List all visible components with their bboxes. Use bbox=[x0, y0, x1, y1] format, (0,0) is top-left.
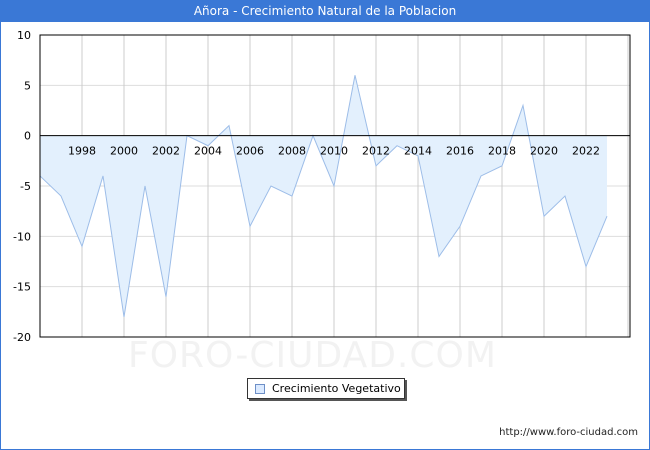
svg-text:0: 0 bbox=[24, 130, 31, 143]
svg-text:2004: 2004 bbox=[194, 145, 222, 158]
legend-swatch-icon bbox=[255, 384, 265, 394]
svg-text:2006: 2006 bbox=[236, 145, 264, 158]
svg-text:2008: 2008 bbox=[278, 145, 306, 158]
svg-text:-20: -20 bbox=[13, 331, 31, 344]
svg-text:2010: 2010 bbox=[320, 145, 348, 158]
svg-text:2022: 2022 bbox=[572, 145, 600, 158]
svg-text:-15: -15 bbox=[13, 281, 31, 294]
svg-text:10: 10 bbox=[17, 29, 31, 42]
svg-text:-10: -10 bbox=[13, 230, 31, 243]
svg-text:2014: 2014 bbox=[404, 145, 432, 158]
chart-title: Añora - Crecimiento Natural de la Poblac… bbox=[0, 0, 650, 22]
svg-text:5: 5 bbox=[24, 79, 31, 92]
watermark: FORO-CIUDAD.COM bbox=[128, 335, 497, 376]
svg-text:1998: 1998 bbox=[68, 145, 96, 158]
svg-text:2020: 2020 bbox=[530, 145, 558, 158]
svg-text:2018: 2018 bbox=[488, 145, 516, 158]
svg-text:2002: 2002 bbox=[152, 145, 180, 158]
svg-text:2000: 2000 bbox=[110, 145, 138, 158]
legend: Crecimiento Vegetativo bbox=[247, 378, 405, 399]
svg-text:-5: -5 bbox=[20, 180, 31, 193]
svg-text:2012: 2012 bbox=[362, 145, 390, 158]
svg-text:2016: 2016 bbox=[446, 145, 474, 158]
source-url: http://www.foro-ciudad.com bbox=[499, 427, 638, 438]
legend-label: Crecimiento Vegetativo bbox=[272, 382, 401, 395]
